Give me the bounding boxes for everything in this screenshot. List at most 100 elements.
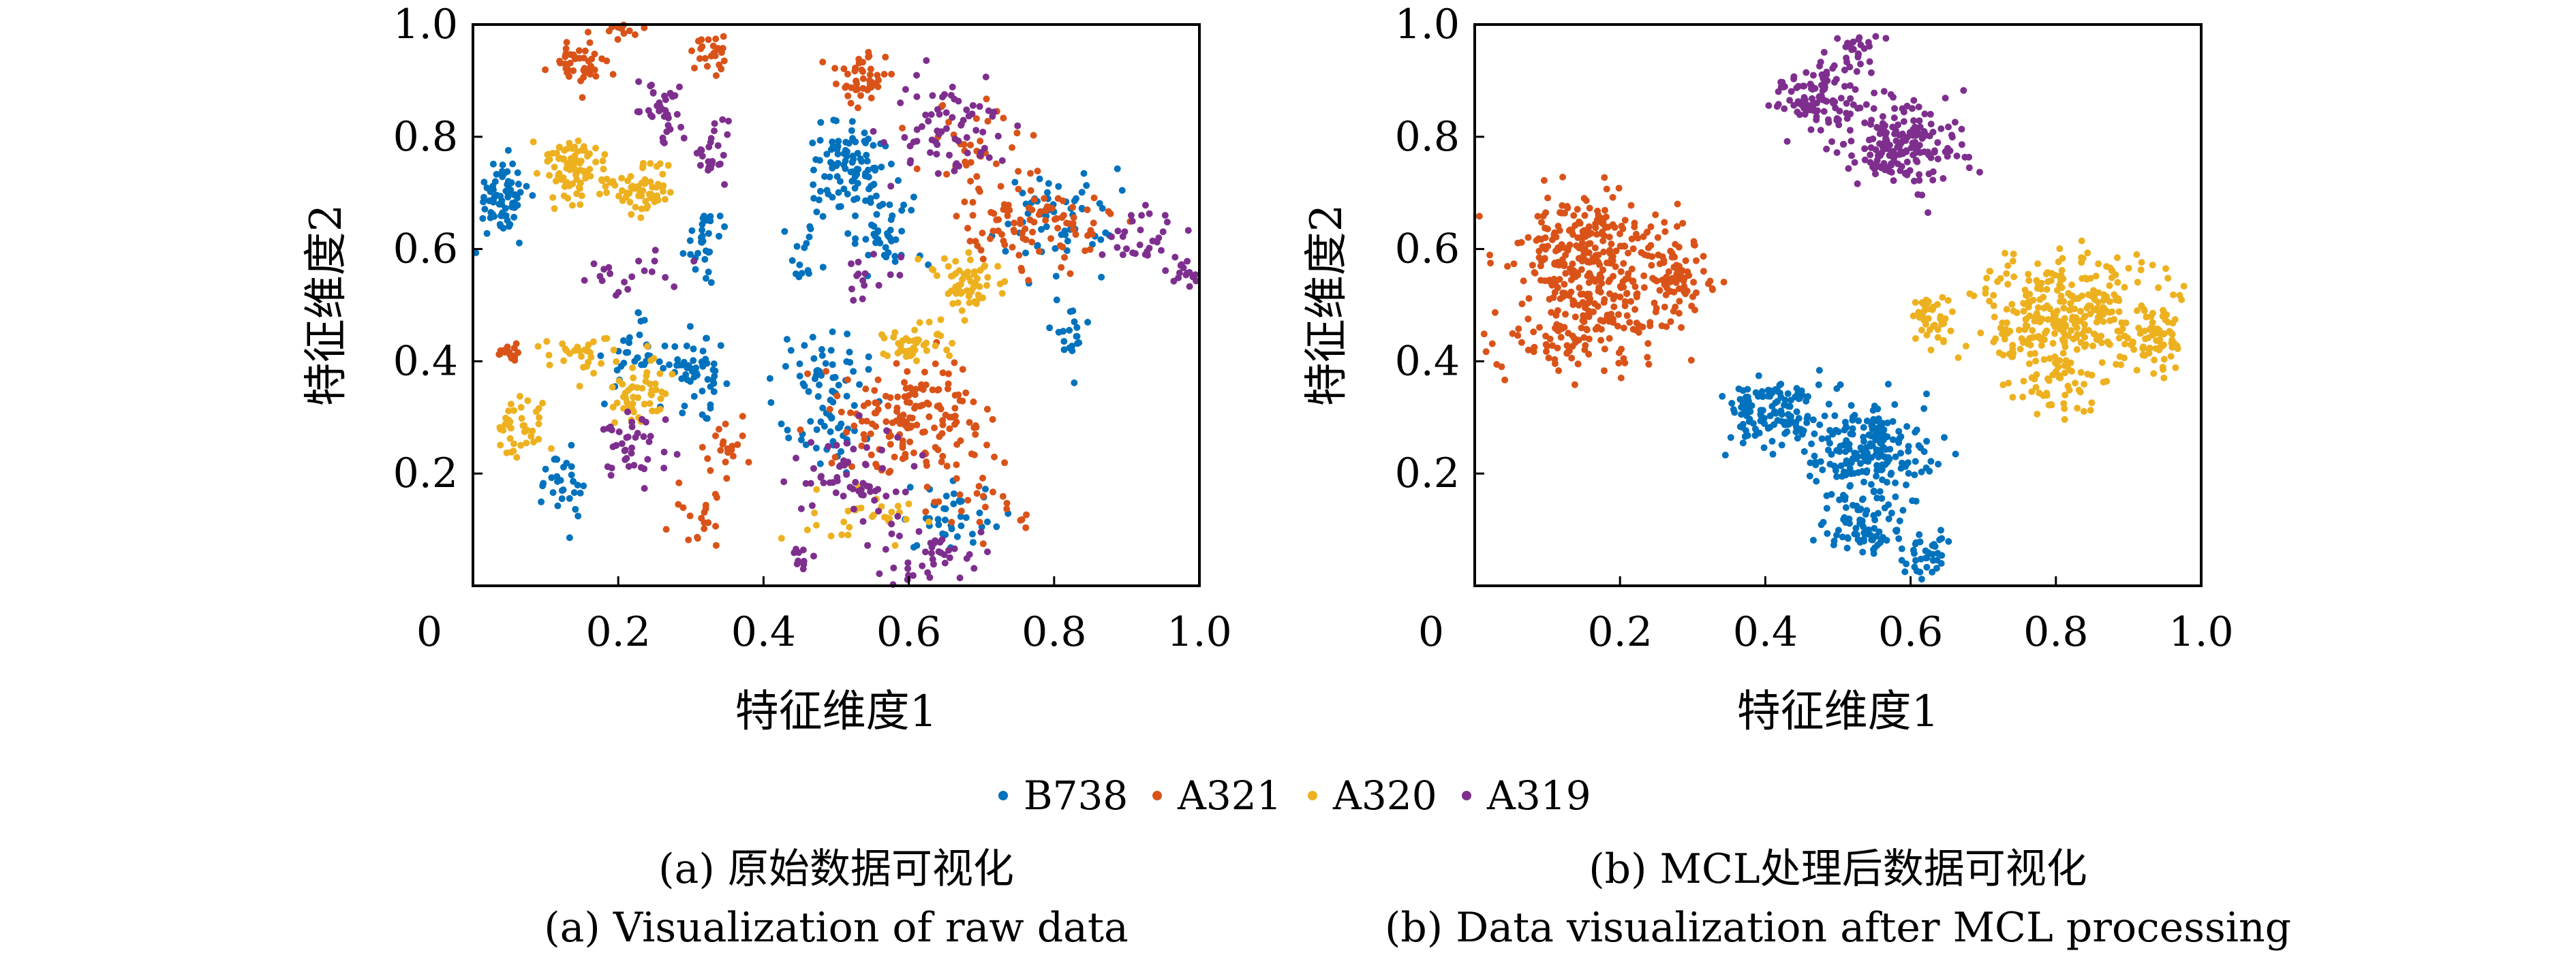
panel-b-point-b738 — [1781, 396, 1789, 404]
panel-a-point-b738 — [514, 169, 521, 176]
panel-a-point-a321 — [1066, 220, 1073, 228]
panel-b-point-a320 — [2172, 364, 2179, 371]
panel-b-point-a321 — [1540, 176, 1548, 184]
panel-b-y-tick-label: 0.2 — [1395, 450, 1460, 497]
panel-b-point-b738 — [1811, 452, 1818, 460]
panel-a-point-b738 — [686, 237, 694, 245]
panel-b-point-a321 — [1675, 243, 1683, 251]
panel-b-point-a320 — [1997, 324, 2004, 332]
panel-a-point-a319 — [840, 492, 847, 500]
panel-b-point-a321 — [1615, 349, 1623, 356]
panel-a-point-a320 — [933, 272, 940, 279]
panel-a-point-a321 — [946, 425, 953, 433]
panel-b-point-a321 — [1644, 340, 1652, 347]
panel-a-point-a320 — [603, 189, 611, 196]
panel-a-x-tick-label: 0 — [416, 608, 442, 656]
panel-b-point-a320 — [2009, 345, 2017, 353]
panel-a-point-a321 — [964, 225, 971, 232]
panel-b-point-a319 — [1927, 154, 1935, 161]
panel-a-point-a320 — [535, 420, 542, 428]
panel-b-point-a321 — [1535, 235, 1542, 242]
panel-a-point-a320 — [609, 403, 617, 411]
panel-b-point-a319 — [1916, 149, 1924, 156]
panel-a-point-a320 — [662, 390, 669, 398]
panel-b-point-a320 — [2114, 328, 2121, 334]
panel-b-point-a320 — [2053, 287, 2061, 294]
panel-a-point-a321 — [953, 213, 960, 220]
panel-b-point-a321 — [1583, 326, 1591, 334]
panel-b-point-a321 — [1656, 287, 1663, 294]
panel-b-point-a321 — [1563, 349, 1571, 357]
panel-a-point-a319 — [810, 552, 817, 560]
panel-a-point-a321 — [949, 413, 956, 421]
panel-b-point-b738 — [1917, 444, 1925, 452]
panel-a-point-a321 — [859, 75, 867, 82]
panel-a-point-a319 — [699, 153, 706, 160]
panel-b-point-b738 — [1860, 529, 1868, 537]
panel-a-point-a321 — [923, 399, 931, 407]
panel-b-point-a320 — [2047, 401, 2055, 408]
panel-a-point-b738 — [683, 342, 690, 349]
panel-b-point-a321 — [1676, 298, 1683, 305]
panel-a-point-a320 — [662, 195, 669, 203]
panel-a-point-a321 — [923, 484, 931, 490]
panel-a-point-a320 — [943, 346, 951, 354]
panel-a-point-a320 — [846, 524, 853, 531]
panel-b-point-b738 — [1840, 441, 1847, 449]
panel-a-point-a319 — [641, 267, 648, 275]
panel-b-point-b738 — [1926, 467, 1933, 475]
panel-a-point-b738 — [480, 193, 487, 201]
panel-a-point-a320 — [523, 439, 530, 447]
panel-b-point-a320 — [1934, 301, 1941, 308]
panel-b-point-b738 — [1739, 420, 1747, 428]
panel-a-point-b738 — [826, 173, 833, 181]
panel-a-point-a320 — [890, 334, 898, 341]
panel-b-point-a321 — [1678, 324, 1685, 331]
panel-a-point-b738 — [636, 331, 643, 339]
panel-a-y-tick-label: 0.2 — [393, 450, 458, 497]
panel-a-point-a319 — [711, 120, 718, 127]
panel-b-point-a319 — [1895, 139, 1903, 146]
panel-a-point-b738 — [1080, 170, 1088, 177]
panel-a-point-b738 — [554, 502, 562, 510]
panel-b-point-a320 — [2075, 386, 2083, 394]
panel-b-point-a320 — [2162, 265, 2169, 272]
panel-a-point-a320 — [517, 441, 525, 449]
panel-a-point-a319 — [1123, 245, 1130, 253]
panel-b-point-a319 — [1783, 138, 1791, 145]
panel-b-point-a321 — [1537, 277, 1544, 284]
panel-a-point-a320 — [615, 377, 623, 385]
panel-a-point-b738 — [500, 212, 506, 219]
panel-b-y-tick-label: 0.4 — [1395, 337, 1460, 385]
panel-a-point-a320 — [613, 399, 621, 407]
panel-a-point-b738 — [481, 206, 489, 213]
panel-a-point-b738 — [953, 533, 961, 540]
panel-b-point-b738 — [1897, 450, 1905, 457]
panel-a-point-a321 — [1037, 208, 1044, 215]
panel-b-point-a321 — [1557, 334, 1565, 341]
panel-b-point-b738 — [1889, 418, 1897, 425]
panel-b-point-a320 — [2025, 299, 2033, 307]
panel-b-point-b738 — [1742, 398, 1749, 406]
panel-a: 0 0.2 0.4 0.6 0.8 1.00.20.40.60.81.0 特征维度1 特征… — [301, 1, 1232, 737]
panel-a-point-b738 — [717, 342, 724, 349]
panel-b-point-a321 — [1627, 298, 1635, 305]
panel-b-point-a320 — [2087, 407, 2094, 414]
panel-b-point-a320 — [2138, 259, 2145, 266]
panel-b-point-b738 — [1736, 396, 1744, 403]
panel-a-point-b738 — [835, 203, 842, 210]
panel-a-point-b738 — [862, 197, 869, 204]
panel-a-point-a320 — [627, 173, 634, 180]
panel-b-point-a321 — [1579, 228, 1586, 235]
panel-b-point-b738 — [1923, 437, 1931, 445]
panel-a-point-a321 — [865, 52, 873, 60]
panel-a-point-a320 — [507, 401, 515, 408]
panel-a-point-a321 — [953, 461, 960, 469]
panel-a-point-b738 — [684, 376, 691, 383]
panel-a-point-b738 — [529, 192, 536, 199]
panel-b-point-a319 — [1880, 124, 1887, 131]
panel-b-point-a319 — [1850, 101, 1857, 108]
panel-a-point-b738 — [549, 489, 557, 497]
panel-a-point-a319 — [833, 441, 840, 449]
panel-a-point-a319 — [919, 562, 926, 569]
